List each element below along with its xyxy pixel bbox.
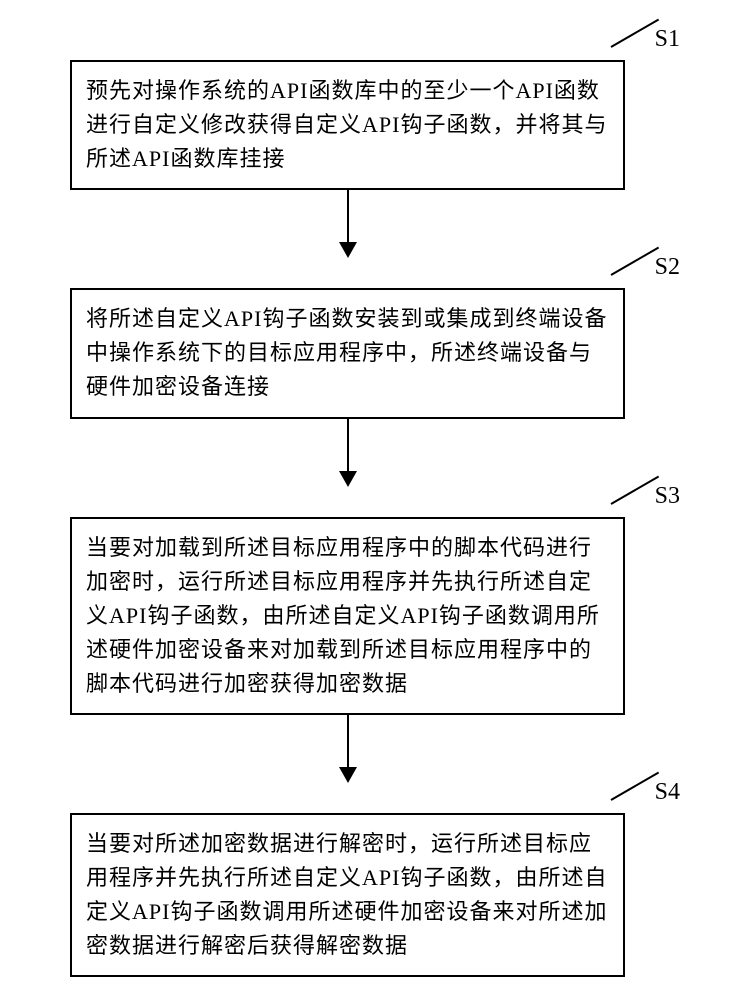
step-1-box: 预先对操作系统的API函数库中的至少一个API函数进行自定义修改获得自定义API… (70, 60, 625, 190)
arrow-1-line (347, 190, 349, 244)
arrow-3-head (339, 767, 357, 783)
step-4-label: S4 (655, 779, 680, 806)
arrow-3-line (347, 715, 349, 769)
arrow-3 (70, 715, 625, 783)
step-3-label: S3 (655, 483, 680, 510)
step-2-box: 将所述自定义API钩子函数安装到或集成到终端设备中操作系统下的目标应用程序中，所… (70, 288, 625, 418)
flowchart-container: S1 预先对操作系统的API函数库中的至少一个API函数进行自定义修改获得自定义… (70, 30, 670, 977)
step-3-box: 当要对加载到所述目标应用程序中的脚本代码进行加密时，运行所述目标应用程序并先执行… (70, 517, 625, 715)
arrow-2-line (347, 419, 349, 473)
arrow-2 (70, 419, 625, 487)
step-2-wrapper: S2 将所述自定义API钩子函数安装到或集成到终端设备中操作系统下的目标应用程序… (70, 288, 670, 418)
arrow-2-head (339, 471, 357, 487)
step-1-label: S1 (655, 26, 680, 53)
step-4-wrapper: S4 当要对所述加密数据进行解密时，运行所述目标应用程序并先执行所述自定义API… (70, 813, 670, 977)
arrow-1-head (339, 242, 357, 258)
label-line-1 (611, 19, 660, 48)
step-3-wrapper: S3 当要对加载到所述目标应用程序中的脚本代码进行加密时，运行所述目标应用程序并… (70, 517, 670, 715)
step-1-wrapper: S1 预先对操作系统的API函数库中的至少一个API函数进行自定义修改获得自定义… (70, 60, 670, 190)
step-2-label: S2 (655, 254, 680, 281)
step-4-box: 当要对所述加密数据进行解密时，运行所述目标应用程序并先执行所述自定义API钩子函… (70, 813, 625, 977)
arrow-1 (70, 190, 625, 258)
